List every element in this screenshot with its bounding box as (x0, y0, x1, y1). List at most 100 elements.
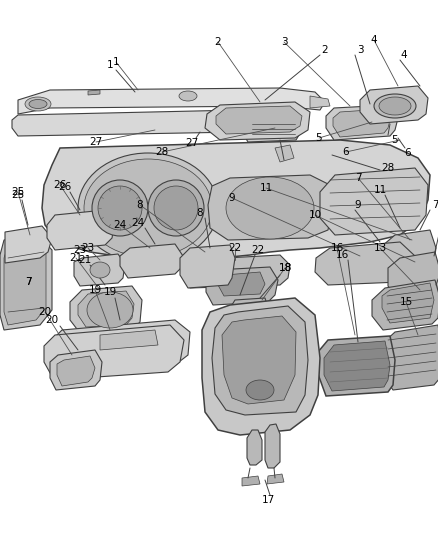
Text: 21: 21 (69, 253, 83, 263)
Ellipse shape (148, 180, 204, 236)
Ellipse shape (92, 180, 148, 236)
Polygon shape (318, 336, 395, 396)
Polygon shape (212, 306, 308, 415)
Text: 7: 7 (355, 173, 361, 183)
Polygon shape (242, 118, 302, 142)
Polygon shape (206, 267, 278, 305)
Polygon shape (205, 102, 310, 140)
Text: 11: 11 (373, 185, 387, 195)
Text: 7: 7 (25, 277, 31, 287)
Polygon shape (275, 145, 294, 162)
Polygon shape (216, 106, 302, 134)
Polygon shape (78, 291, 134, 327)
Text: 13: 13 (373, 243, 387, 253)
Text: 2: 2 (321, 45, 328, 55)
Text: 19: 19 (103, 287, 117, 297)
Polygon shape (382, 325, 438, 390)
Ellipse shape (98, 186, 142, 230)
Polygon shape (180, 245, 235, 288)
Text: 3: 3 (357, 45, 363, 55)
Polygon shape (388, 252, 438, 302)
Ellipse shape (154, 186, 198, 230)
Text: 23: 23 (74, 245, 87, 255)
Polygon shape (326, 105, 398, 140)
Text: 24: 24 (131, 218, 145, 228)
Text: 3: 3 (281, 37, 287, 47)
Text: 6: 6 (405, 148, 411, 158)
Polygon shape (18, 88, 325, 114)
Ellipse shape (246, 380, 274, 400)
Text: 19: 19 (88, 285, 102, 295)
Polygon shape (247, 430, 262, 465)
Polygon shape (182, 255, 290, 288)
Text: 21: 21 (78, 255, 92, 265)
Polygon shape (224, 298, 270, 350)
Text: 10: 10 (436, 220, 438, 230)
Polygon shape (382, 230, 436, 272)
Text: 7: 7 (25, 277, 31, 287)
Polygon shape (120, 244, 183, 278)
Text: 26: 26 (58, 182, 72, 192)
Polygon shape (100, 330, 158, 350)
Polygon shape (382, 283, 434, 323)
Text: 18: 18 (279, 263, 292, 273)
Text: 11: 11 (259, 183, 272, 193)
Ellipse shape (25, 97, 51, 111)
Polygon shape (242, 476, 260, 486)
Text: 17: 17 (261, 495, 275, 505)
Polygon shape (320, 168, 428, 235)
Ellipse shape (226, 177, 314, 239)
Text: 9: 9 (229, 193, 235, 203)
Text: 28: 28 (155, 147, 169, 157)
Polygon shape (5, 226, 52, 263)
Text: 5: 5 (316, 133, 322, 143)
Text: 1: 1 (107, 60, 113, 70)
Text: 10: 10 (308, 210, 321, 220)
Ellipse shape (379, 97, 411, 115)
Text: 16: 16 (330, 243, 344, 253)
Ellipse shape (29, 100, 47, 109)
Text: 5: 5 (392, 135, 398, 145)
Text: 1: 1 (113, 57, 119, 67)
Polygon shape (333, 109, 390, 137)
Ellipse shape (179, 91, 197, 101)
Text: 8: 8 (137, 200, 143, 210)
Ellipse shape (87, 292, 133, 328)
Polygon shape (4, 240, 46, 325)
Text: 8: 8 (197, 208, 203, 218)
Polygon shape (42, 140, 430, 260)
Polygon shape (218, 272, 265, 296)
Text: 18: 18 (279, 263, 292, 273)
Ellipse shape (84, 159, 212, 257)
Text: 2: 2 (215, 37, 221, 47)
Polygon shape (372, 280, 438, 330)
Text: 25: 25 (11, 187, 25, 197)
Polygon shape (47, 210, 115, 250)
Polygon shape (70, 286, 142, 333)
Polygon shape (57, 356, 95, 386)
Text: 25: 25 (11, 190, 25, 200)
Text: 7: 7 (432, 200, 438, 210)
Polygon shape (12, 110, 248, 136)
Text: 22: 22 (228, 243, 242, 253)
Polygon shape (208, 175, 332, 240)
Polygon shape (267, 474, 284, 484)
Polygon shape (360, 86, 428, 124)
Text: 6: 6 (343, 147, 350, 157)
Text: 4: 4 (371, 35, 377, 45)
Text: 4: 4 (401, 50, 407, 60)
Polygon shape (50, 350, 102, 390)
Polygon shape (324, 341, 390, 391)
Text: 20: 20 (39, 307, 52, 317)
Polygon shape (88, 90, 100, 95)
Ellipse shape (90, 262, 110, 278)
Text: 16: 16 (336, 250, 349, 260)
Text: 9: 9 (355, 200, 361, 210)
Ellipse shape (78, 153, 218, 263)
Text: 27: 27 (185, 138, 198, 148)
Polygon shape (202, 298, 320, 435)
Polygon shape (310, 96, 330, 108)
Text: 15: 15 (399, 297, 413, 307)
Text: 27: 27 (89, 137, 102, 147)
Text: 24: 24 (113, 220, 127, 230)
